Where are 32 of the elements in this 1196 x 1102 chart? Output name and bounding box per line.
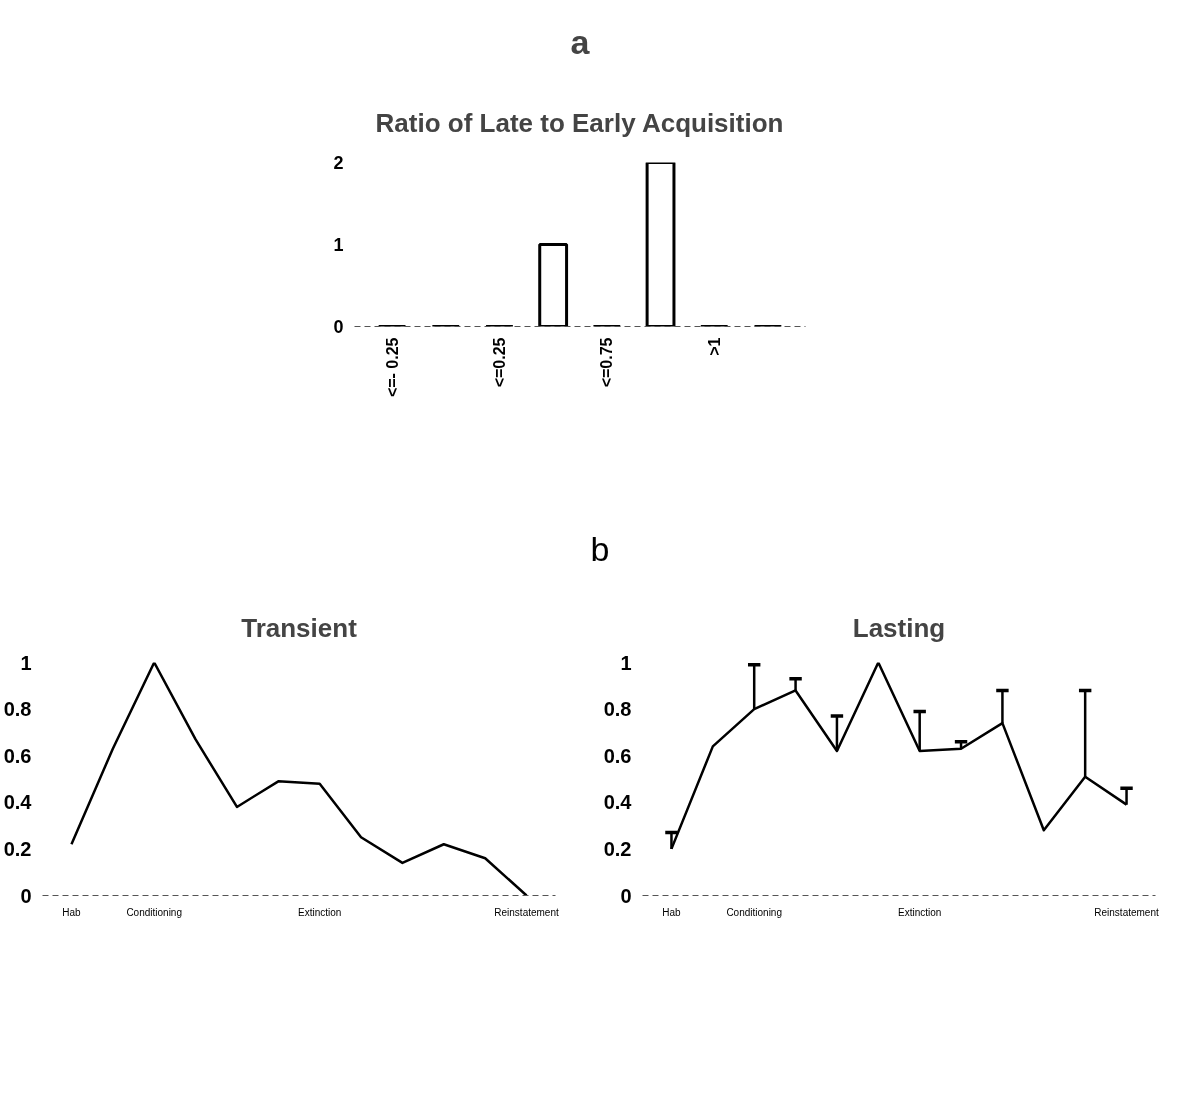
x-tick-label: <=- 0.25 (383, 337, 401, 398)
y-tick-label: 0.4 (603, 791, 633, 814)
x-tick-label: Extinction (298, 906, 342, 918)
y-tick-label: 0.2 (3, 837, 32, 860)
x-tick-label: Reinstatement (494, 906, 559, 918)
x-tick-label: Extinction (898, 906, 942, 918)
y-tick-label: 1 (333, 235, 344, 255)
y-tick-label: 1 (620, 651, 632, 674)
y-tick-label: 0.6 (603, 744, 632, 767)
y-tick-label: 0.4 (3, 791, 33, 814)
x-tick-label: <=0.75 (598, 337, 616, 388)
y-tick-label: 0 (333, 317, 344, 337)
y-tick-label: 0 (20, 884, 32, 907)
chart-title: Ratio of Late to Early Acquisition (375, 107, 784, 138)
x-tick-label: <=0.25 (490, 337, 508, 388)
text: a (570, 22, 591, 61)
chart-title: Transient (241, 612, 358, 643)
text: b (590, 529, 610, 570)
x-tick-label: Hab (662, 906, 682, 918)
y-tick-label: 0.2 (603, 837, 632, 860)
x-tick-label: Reinstatement (1094, 906, 1159, 918)
x-tick-label: >1 (705, 337, 723, 356)
y-tick-label: 0.8 (3, 698, 32, 721)
y-tick-label: 0.6 (3, 744, 32, 767)
y-tick-label: 1 (20, 651, 32, 674)
x-tick-label: Conditioning (726, 906, 783, 918)
x-tick-label: Hab (62, 906, 82, 918)
y-tick-label: 0 (620, 884, 632, 907)
y-tick-label: 2 (333, 153, 344, 173)
x-tick-label: Conditioning (126, 906, 183, 918)
chart-title: Lasting (852, 612, 946, 643)
y-tick-label: 0.8 (603, 698, 632, 721)
